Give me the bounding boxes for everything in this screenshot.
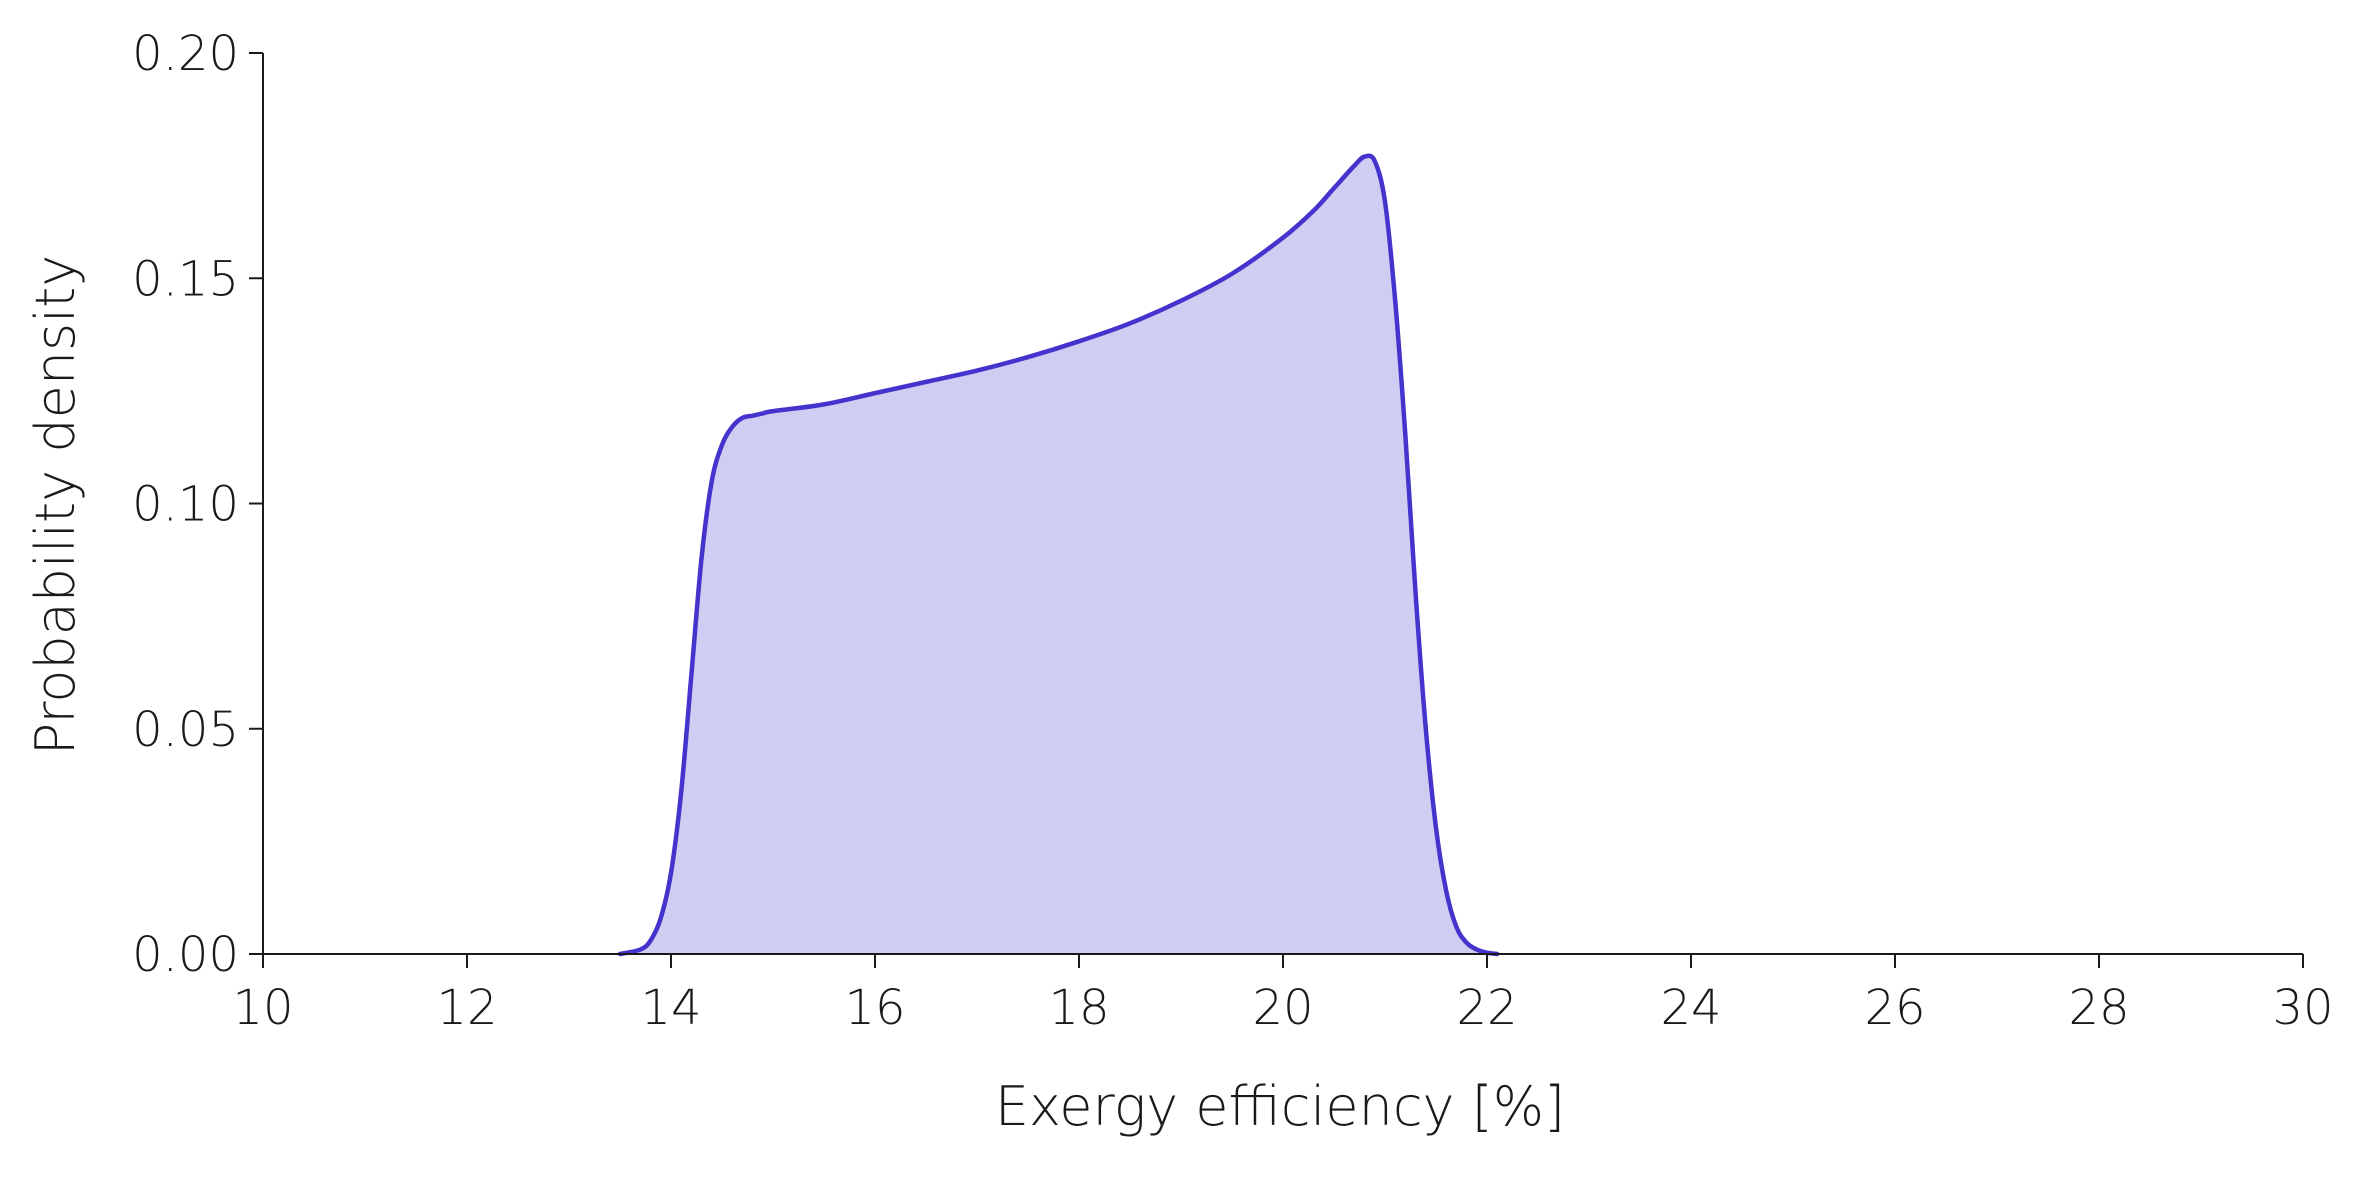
y-tick-label: 0.05 [132,702,239,758]
x-axis-title: Exergy efficiency [%] [995,1075,1565,1138]
y-tick-label: 0.10 [132,477,239,533]
y-tick-label: 0.00 [132,927,239,983]
density-line [617,153,1500,957]
x-tick-label: 12 [436,980,497,1036]
y-axis-title: Probability density [24,255,87,756]
x-tick-label: 30 [2272,980,2333,1036]
density-fill-area [620,155,1498,954]
x-tick-label: 26 [1864,980,1925,1036]
plot-area [617,153,1500,957]
x-tick-label: 18 [1048,980,1109,1036]
x-tick-label: 20 [1252,980,1313,1036]
y-tick-label: 0.20 [132,26,239,82]
x-tick-label: 22 [1456,980,1517,1036]
x-tick-label: 10 [232,980,293,1036]
x-tick-label: 16 [844,980,905,1036]
x-tick-label: 24 [1660,980,1721,1036]
tick-marks [249,52,2304,968]
tick-labels: 10 12 14 16 18 20 22 24 26 28 30 0.00 0.05 0.10 0.15 0.… [132,26,2333,1036]
x-tick-label: 14 [640,980,701,1036]
y-tick-label: 0.15 [132,251,239,307]
x-tick-label: 28 [2068,980,2129,1036]
